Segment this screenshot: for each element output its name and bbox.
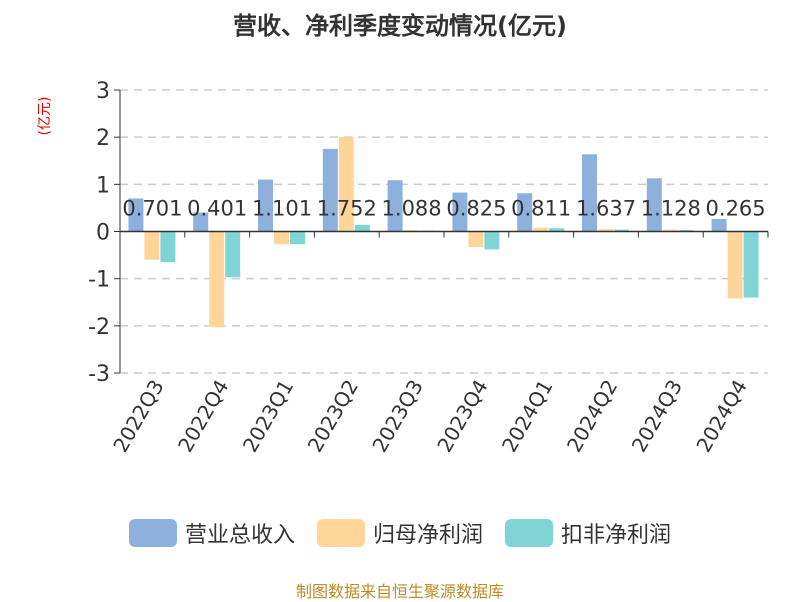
bar-series3-2022Q3 (160, 231, 176, 263)
bar-series1-2023Q3 (387, 180, 403, 232)
bar-series2-2022Q3 (144, 231, 160, 260)
y-tick-label: -3 (88, 362, 110, 387)
x-tick-label-2024Q2: 2024Q2 (562, 376, 622, 457)
bar-series1-2023Q4 (452, 192, 468, 232)
y-tick-label: 0 (96, 221, 110, 246)
bar-series3-2022Q4 (225, 231, 241, 278)
bar-series1-2024Q2 (582, 154, 597, 232)
x-tick-label-2024Q4: 2024Q4 (691, 376, 751, 457)
bar-series2-2024Q2 (598, 229, 613, 232)
x-tick-label-2023Q1: 2023Q1 (238, 376, 298, 457)
data-label-2022Q4: 0.401 (187, 197, 247, 221)
x-tick-label-2024Q3: 2024Q3 (627, 376, 687, 457)
y-tick-label: 1 (96, 173, 110, 198)
x-tick-label-2024Q1: 2024Q1 (497, 376, 557, 457)
data-label-2023Q1: 1.101 (252, 197, 312, 221)
x-tick-label-2023Q4: 2023Q4 (432, 376, 492, 457)
data-label-2023Q2: 1.752 (317, 197, 377, 221)
bar-series2-2024Q3 (662, 229, 678, 232)
legend-label-revenue: 营业总收入 (184, 523, 295, 548)
legend-label-deducted-net-profit: 扣非净利润 (561, 523, 672, 548)
legend: 营业总收入 归母净利润 扣非净利润 (0, 517, 800, 549)
x-tick-label-2023Q2: 2023Q2 (303, 376, 363, 457)
bar-series2-2024Q4 (727, 231, 743, 299)
legend-swatch-net-profit (316, 519, 365, 547)
bar-series2-2022Q4 (209, 231, 225, 328)
legend-item-net-profit[interactable]: 归母净利润 (316, 517, 483, 549)
y-tick-label: -2 (88, 315, 110, 340)
bar-series1-2024Q4 (711, 219, 727, 232)
x-tick-label-2022Q4: 2022Q4 (173, 376, 233, 457)
bar-series1-2023Q1 (258, 179, 273, 232)
bar-series2-2023Q4 (468, 231, 484, 248)
data-label-2024Q3: 1.128 (641, 197, 701, 221)
bar-series2-2023Q1 (274, 231, 289, 245)
chart-title: 营收、净利季度变动情况(亿元) (233, 12, 567, 40)
bar-series3-2024Q1 (549, 228, 565, 232)
bar-series1-2022Q4 (193, 212, 209, 232)
legend-swatch-deducted-net-profit (505, 519, 553, 547)
bar-series1-2024Q1 (517, 193, 533, 232)
bar-series2-2023Q2 (338, 137, 354, 232)
legend-item-revenue[interactable]: 营业总收入 (128, 517, 295, 549)
legend-item-deducted-net-profit[interactable]: 扣非净利润 (505, 517, 671, 549)
x-tick-label-2022Q3: 2022Q3 (108, 376, 168, 457)
bar-series3-2023Q2 (354, 224, 370, 232)
y-tick-label: -1 (88, 268, 110, 293)
data-label-2022Q3: 0.701 (122, 197, 182, 221)
bar-series3-2023Q1 (290, 231, 305, 245)
data-label-2024Q1: 0.811 (511, 197, 571, 221)
data-source-note: 制图数据来自恒生聚源数据库 (295, 582, 504, 601)
legend-swatch-revenue (128, 519, 177, 547)
bar-series3-2023Q4 (484, 231, 500, 250)
x-tick-label-2023Q3: 2023Q3 (367, 376, 427, 457)
data-label-2023Q3: 1.088 (382, 197, 442, 221)
y-tick-label: 2 (96, 126, 110, 151)
data-label-2024Q2: 1.637 (576, 197, 636, 221)
data-label-2023Q4: 0.825 (446, 197, 506, 221)
bar-series1-2024Q3 (646, 178, 662, 232)
data-label-2024Q4: 0.265 (706, 197, 766, 221)
bar-series1-2023Q2 (322, 148, 338, 232)
bar-series2-2024Q1 (533, 227, 549, 232)
bar-series3-2024Q4 (743, 231, 759, 298)
bar-series1-2022Q3 (128, 198, 144, 232)
bar-series3-2024Q2 (614, 229, 629, 232)
y-tick-label: 3 (96, 79, 110, 104)
legend-label-net-profit: 归母净利润 (372, 523, 483, 548)
